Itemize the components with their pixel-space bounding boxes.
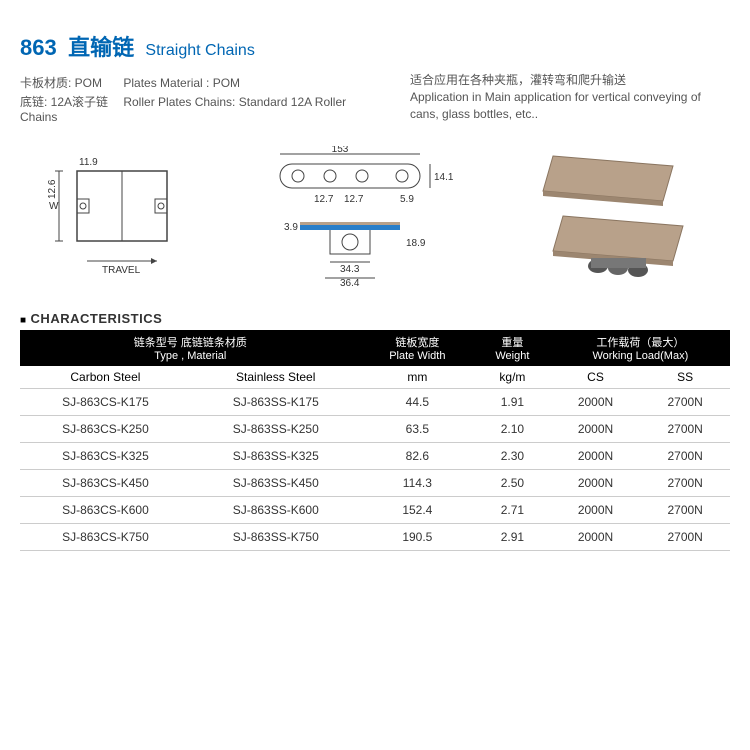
dim-127a: 12.7 [314,194,334,205]
table-cell: 2.91 [474,524,551,551]
sub-kgm: kg/m [474,366,551,389]
table-header-sub: Carbon Steel Stainless Steel mm kg/m CS … [20,366,730,389]
hdr-load: 工作载荷（最大） Working Load(Max) [551,330,730,366]
spec-roller-chain: 底链: 12A滚子链 Roller Plates Chains: Standar… [20,93,380,124]
table-cell: SJ-863SS-K325 [191,443,361,470]
characteristics-table: 链条型号 底链链条材质 Type , Material 链板宽度 Plate W… [20,330,730,551]
table-cell: SJ-863SS-K600 [191,497,361,524]
spec-en: Plates Material : POM [123,76,240,90]
table-cell: SJ-863SS-K175 [191,389,361,416]
table-cell: 1.91 [474,389,551,416]
table-row: SJ-863CS-K325SJ-863SS-K32582.62.302000N2… [20,443,730,470]
table-cell: 190.5 [361,524,475,551]
hdr-en-text: Type , Material [154,350,226,362]
specs-block: 卡板材质: POM Plates Material : POM 底链: 12A滚… [20,72,730,126]
table-cell: 2700N [640,470,730,497]
table-cell: 2000N [551,443,641,470]
hdr-width: 链板宽度 Plate Width [361,330,475,366]
specs-application: 适合应用在各种夹瓶，灌转弯和爬升输送 Application in Main a… [410,72,730,126]
dim-343: 34.3 [340,264,360,275]
dim-127b: 12.7 [344,194,364,205]
table-cell: 2700N [640,443,730,470]
sub-carbon: Carbon Steel [20,366,191,389]
dim-364: 36.4 [340,278,360,286]
hdr-type: 链条型号 底链链条材质 Type , Material [20,330,361,366]
table-cell: 2700N [640,389,730,416]
dim-w: W [49,201,59,212]
app-cn: 适合应用在各种夹瓶，灌转弯和爬升输送 [410,72,730,89]
table-cell: 2700N [640,416,730,443]
sub-cs: CS [551,366,641,389]
table-cell: 2.10 [474,416,551,443]
hdr-weight: 重量 Weight [474,330,551,366]
title-chinese: 直输链 [68,35,134,60]
hdr-en-text: Plate Width [389,350,445,362]
diagram-render [513,146,703,286]
table-cell: 2000N [551,470,641,497]
product-number: 863 [20,35,57,60]
travel-label: TRAVEL [102,265,141,276]
dim-119: 11.9 [79,157,98,168]
sub-mm: mm [361,366,475,389]
dim-39: 3.9 [284,222,298,233]
table-body: SJ-863CS-K175SJ-863SS-K17544.51.912000N2… [20,389,730,551]
table-cell: SJ-863CS-K750 [20,524,191,551]
table-cell: 2.50 [474,470,551,497]
spec-cn: 底链: 12A滚子链 [20,93,120,110]
hdr-en-text: Working Load(Max) [592,350,688,362]
table-row: SJ-863CS-K175SJ-863SS-K17544.51.912000N2… [20,389,730,416]
dim-59: 5.9 [400,194,414,205]
diagram-profile: 153 14.1 12.7 12.7 5.9 3.9 18.9 34.3 36.… [240,146,460,286]
diagrams-row: W 11.9 12.6 TRAVEL 153 14.1 12.7 12.7 [20,141,730,291]
table-cell: 2.30 [474,443,551,470]
title-row: 863 直输链 Straight Chains [20,30,730,62]
characteristics-heading: CHARACTERISTICS [20,311,730,326]
table-cell: 2000N [551,389,641,416]
table-cell: SJ-863SS-K250 [191,416,361,443]
table-header-cn: 链条型号 底链链条材质 Type , Material 链板宽度 Plate W… [20,330,730,366]
app-en: Application in Main application for vert… [410,89,730,123]
hdr-cn-text: 链条型号 底链链条材质 [134,337,247,349]
dim-189: 18.9 [406,238,426,249]
table-row: SJ-863CS-K450SJ-863SS-K450114.32.502000N… [20,470,730,497]
title-english: Straight Chains [145,42,254,59]
table-row: SJ-863CS-K250SJ-863SS-K25063.52.102000N2… [20,416,730,443]
sub-stainless: Stainless Steel [191,366,361,389]
dim-126: 12.6 [47,179,58,199]
dim-141: 14.1 [434,172,454,183]
spec-cn: 卡板材质: POM [20,74,120,91]
diagram-top-view: W 11.9 12.6 TRAVEL [47,151,187,281]
table-cell: 2700N [640,524,730,551]
hdr-cn-text: 重量 [501,337,523,349]
table-cell: SJ-863CS-K325 [20,443,191,470]
table-row: SJ-863CS-K750SJ-863SS-K750190.52.912000N… [20,524,730,551]
table-cell: SJ-863SS-K750 [191,524,361,551]
table-cell: SJ-863CS-K450 [20,470,191,497]
table-cell: 114.3 [361,470,475,497]
table-row: SJ-863CS-K600SJ-863SS-K600152.42.712000N… [20,497,730,524]
table-cell: 2.71 [474,497,551,524]
spec-plate-material: 卡板材质: POM Plates Material : POM [20,74,380,91]
table-cell: 2000N [551,497,641,524]
table-cell: 152.4 [361,497,475,524]
specs-left: 卡板材质: POM Plates Material : POM 底链: 12A滚… [20,72,380,126]
table-cell: SJ-863CS-K600 [20,497,191,524]
sub-ss: SS [640,366,730,389]
hdr-cn-text: 工作载荷（最大） [596,337,684,349]
hdr-en-text: Weight [495,350,529,362]
table-cell: 44.5 [361,389,475,416]
table-cell: 2700N [640,497,730,524]
table-cell: SJ-863CS-K175 [20,389,191,416]
table-cell: 63.5 [361,416,475,443]
table-cell: 2000N [551,524,641,551]
table-cell: 82.6 [361,443,475,470]
table-cell: 2000N [551,416,641,443]
table-cell: SJ-863SS-K450 [191,470,361,497]
table-cell: SJ-863CS-K250 [20,416,191,443]
hdr-cn-text: 链板宽度 [395,337,439,349]
dim-153: 153 [332,146,349,155]
